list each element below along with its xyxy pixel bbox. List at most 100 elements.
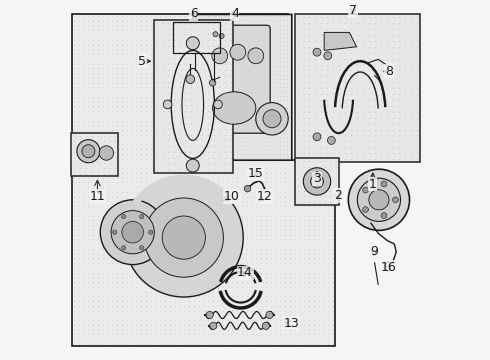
Point [228,241,236,247]
Point [279,42,287,48]
Point [152,46,160,52]
Point [267,99,275,104]
Point [161,213,169,219]
Point [118,118,126,123]
Point [147,85,155,90]
Point [294,20,301,26]
Circle shape [186,37,199,50]
Point [295,322,303,328]
Point [166,317,174,323]
Point [353,44,361,50]
Point [210,30,218,36]
Point [276,70,284,76]
Point [180,284,188,290]
Point [238,46,246,52]
Point [270,39,277,44]
Point [395,32,403,38]
Point [123,217,131,223]
Point [305,194,313,199]
Point [171,42,179,48]
Point [176,227,184,233]
Point [407,139,415,144]
Circle shape [357,178,400,221]
Point [99,56,107,62]
Point [207,18,215,23]
Point [267,97,274,103]
Point [185,28,193,33]
Point [233,66,241,71]
Point [113,274,121,280]
Point [271,198,279,204]
Point [316,188,323,193]
Point [171,175,179,180]
Point [371,97,379,103]
Point [75,317,83,323]
Point [176,167,184,173]
Point [243,104,251,109]
Point [159,55,167,61]
Point [286,336,294,342]
Point [84,289,92,294]
Point [108,184,116,190]
Point [70,113,78,119]
Point [252,127,260,133]
Point [214,122,221,128]
Point [323,80,331,85]
Point [323,38,331,44]
Point [413,68,420,73]
Point [190,246,198,252]
Point [262,189,270,195]
Point [185,270,193,275]
Point [200,93,208,99]
Point [246,89,254,94]
Point [238,170,246,176]
Point [190,141,198,147]
Point [108,180,116,185]
Point [193,155,200,161]
Point [310,18,318,24]
Point [132,66,140,71]
Point [223,274,231,280]
Point [166,42,174,48]
Point [347,68,355,73]
Point [176,327,184,332]
Point [137,13,145,19]
Point [260,101,268,107]
Point [310,312,318,318]
Point [197,118,205,123]
Point [267,108,275,114]
Point [267,94,275,100]
Point [233,147,241,153]
Point [286,198,294,204]
Point [132,293,140,299]
Point [252,332,260,337]
Point [223,66,231,71]
Point [306,91,314,97]
Point [279,55,287,61]
Point [263,26,271,32]
Point [75,132,83,138]
Point [210,144,218,149]
Point [70,122,78,128]
Point [156,222,164,228]
Point [305,161,313,166]
Point [270,118,277,123]
Point [243,232,251,238]
Point [194,89,202,94]
Point [147,56,155,62]
Point [171,217,179,223]
Point [329,109,337,115]
Point [273,59,281,65]
Point [82,133,90,139]
Point [209,203,217,209]
Point [319,198,327,204]
Point [216,155,223,161]
Point [137,108,145,114]
Point [197,143,205,149]
Point [299,109,307,115]
Point [159,67,167,73]
Point [166,75,174,81]
Point [118,170,126,176]
Point [176,146,184,152]
Point [305,227,313,233]
